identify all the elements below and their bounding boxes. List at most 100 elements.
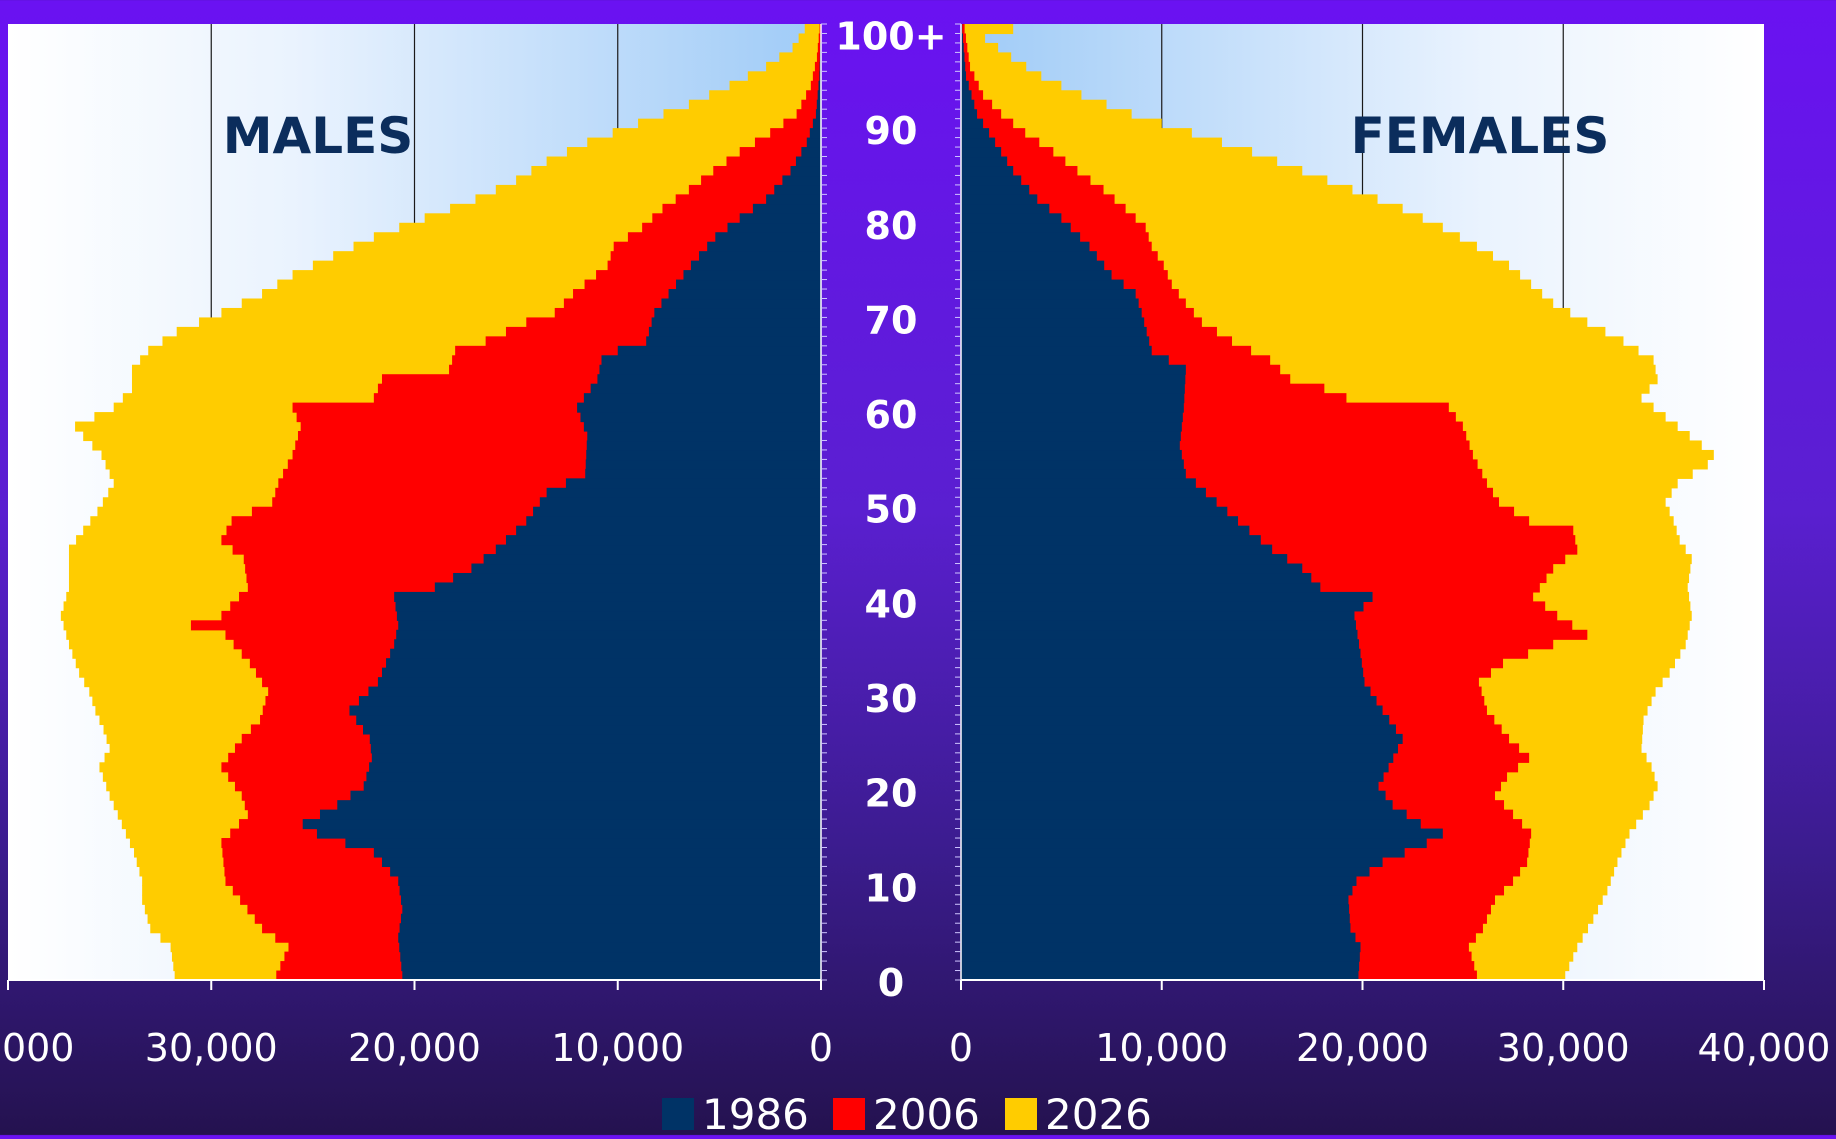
bar-male-1986 — [654, 308, 821, 318]
bar-female-1986 — [961, 242, 1089, 252]
bar-male-2026 — [748, 71, 821, 81]
bar-female-1986 — [961, 582, 1320, 592]
bar-female-1986 — [961, 772, 1384, 782]
bar-female-1986 — [961, 194, 1037, 204]
bar-female-1986 — [961, 734, 1403, 744]
bar-female-1986 — [961, 90, 972, 100]
bar-female-1986 — [961, 611, 1354, 621]
bar-female-1986 — [961, 564, 1302, 574]
bar-male-1986 — [516, 526, 821, 536]
bar-male-1986 — [585, 469, 821, 479]
bar-male-1986 — [397, 611, 821, 621]
bar-male-1986 — [398, 933, 821, 943]
bar-female-1986 — [961, 781, 1379, 791]
bar-male-1986 — [740, 213, 821, 223]
age-tick-label: 40 — [865, 582, 918, 626]
bar-male-1986 — [691, 261, 821, 271]
bar-male-1986 — [401, 961, 821, 971]
bar-male-1986 — [707, 242, 821, 252]
bar-female-1986 — [961, 866, 1370, 876]
bar-male-1986 — [766, 194, 821, 204]
bar-male-1986 — [586, 450, 821, 460]
bar-female-1986 — [961, 166, 1013, 176]
bar-male-1986 — [584, 422, 821, 432]
bar-male-1986 — [782, 175, 821, 185]
bar-female-1986 — [961, 885, 1352, 895]
bar-female-1986 — [961, 620, 1356, 630]
bar-male-1986 — [753, 204, 821, 214]
bar-female-1986 — [961, 175, 1021, 185]
bar-male-1986 — [496, 545, 821, 555]
bar-male-1986 — [364, 781, 821, 791]
bar-female-1986 — [961, 696, 1377, 706]
bar-female-1986 — [961, 639, 1359, 649]
bar-male-1986 — [618, 346, 821, 356]
bar-female-1986 — [961, 119, 983, 129]
legend-label-1986: 1986 — [702, 1090, 809, 1135]
bar-male-1986 — [371, 743, 821, 753]
bar-female-1986 — [961, 895, 1348, 905]
bar-male-1986 — [399, 942, 821, 952]
bar-male-1986 — [317, 829, 821, 839]
bar-female-1986 — [961, 185, 1029, 195]
bar-female-1986 — [961, 289, 1136, 299]
bar-female-1986 — [961, 554, 1287, 564]
bar-male-1986 — [669, 289, 821, 299]
bar-female-1986 — [961, 706, 1383, 716]
bar-female-1986 — [961, 516, 1238, 526]
bar-female-1986 — [961, 658, 1362, 668]
bar-female-1986 — [961, 876, 1356, 886]
bar-female-1986 — [961, 715, 1389, 725]
age-tick-label: 70 — [865, 298, 918, 342]
bar-male-1986 — [386, 658, 821, 668]
bar-male-1986 — [715, 232, 821, 242]
bar-male-1986 — [547, 488, 821, 498]
bar-male-1986 — [400, 885, 821, 895]
bar-female-1986 — [961, 961, 1359, 971]
bar-male-1986 — [337, 800, 821, 810]
legend-swatch-1986 — [662, 1098, 694, 1130]
bar-male-1986 — [378, 677, 821, 687]
bar-male-1986 — [401, 914, 821, 924]
bar-male-1986 — [599, 365, 821, 375]
bar-female-1986 — [961, 847, 1405, 857]
bar-female-1986 — [961, 403, 1184, 413]
bar-female-1986 — [961, 128, 989, 138]
age-tick-label: 0 — [878, 961, 904, 1005]
bar-female-1986 — [961, 100, 974, 110]
bar-male-1986 — [586, 459, 821, 469]
bar-male-1986 — [374, 847, 821, 857]
bar-male-2026 — [766, 62, 821, 72]
bar-female-1986 — [961, 762, 1389, 772]
bar-male-1986 — [813, 119, 821, 129]
bar-male-2026 — [799, 33, 821, 43]
bar-female-1986 — [961, 412, 1183, 422]
bar-female-1986 — [961, 904, 1349, 914]
bar-female-1986 — [961, 753, 1393, 763]
bar-female-1986 — [961, 724, 1396, 734]
bar-male-1986 — [370, 734, 821, 744]
bar-male-2026 — [779, 52, 821, 62]
bar-male-1986 — [303, 819, 821, 829]
bar-male-1986 — [587, 431, 821, 441]
age-tick-label: 10 — [865, 866, 918, 910]
bar-female-1986 — [961, 497, 1217, 507]
bar-male-1986 — [435, 582, 821, 592]
females-x-tick-label: 10,000 — [1095, 1026, 1228, 1070]
bar-male-1986 — [587, 440, 821, 450]
bar-female-1986 — [961, 838, 1427, 848]
bar-male-2026 — [805, 24, 821, 34]
bar-female-1986 — [961, 147, 1001, 157]
bar-female-1986 — [961, 308, 1142, 318]
bar-female-1986 — [961, 223, 1071, 233]
legend-swatch-2006 — [833, 1098, 865, 1130]
bar-female-1986 — [961, 251, 1097, 261]
bar-male-1986 — [382, 857, 821, 867]
bar-female-1986 — [961, 138, 995, 148]
bar-female-1986 — [961, 346, 1152, 356]
bar-female-1986 — [961, 601, 1364, 611]
bar-male-1986 — [810, 128, 821, 138]
bar-male-1986 — [396, 601, 821, 611]
